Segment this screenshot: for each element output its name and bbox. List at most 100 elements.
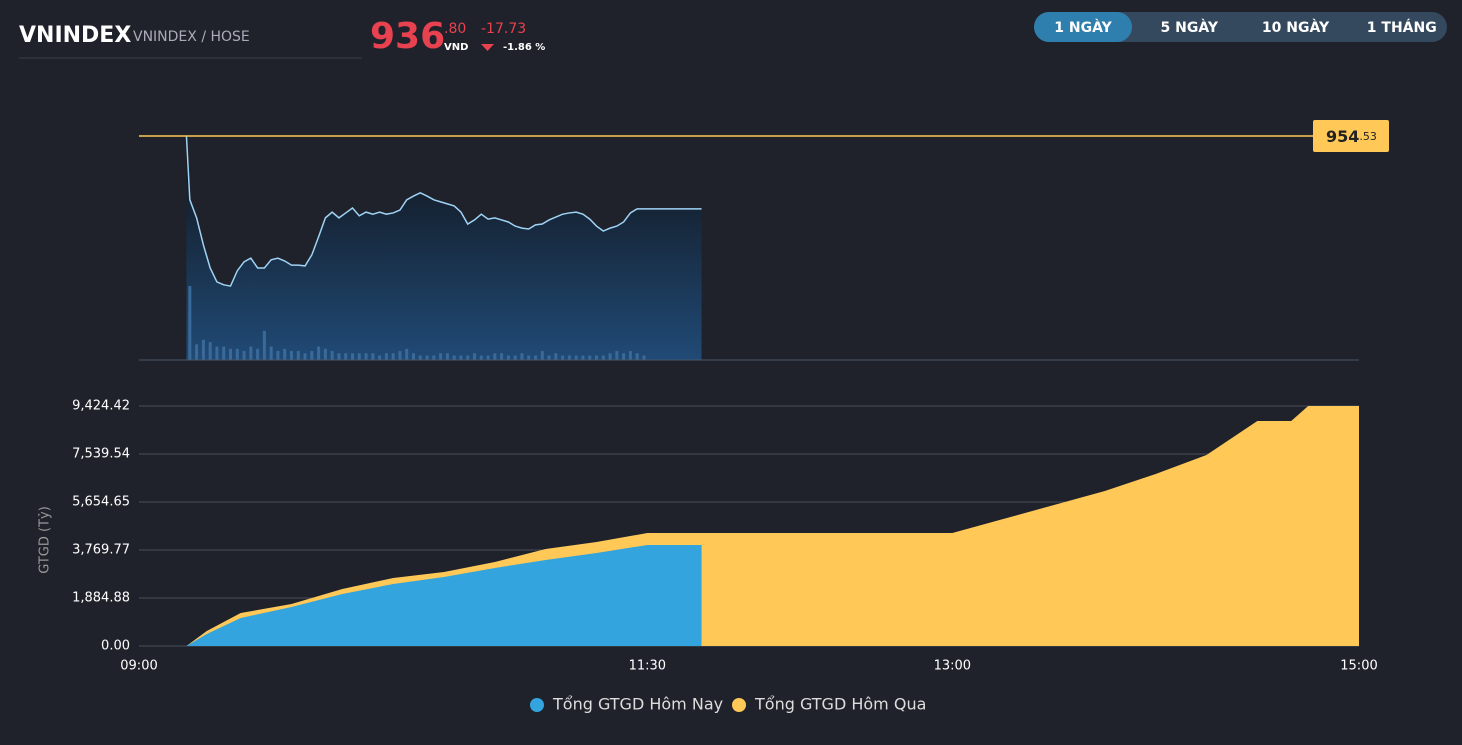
tab-active[interactable] xyxy=(1034,12,1132,42)
volume-bar xyxy=(506,355,510,360)
x-tick-label: 11:30 xyxy=(629,659,666,674)
volume-bar xyxy=(188,286,192,360)
volume-bar xyxy=(622,353,626,360)
down-arrow xyxy=(481,44,494,51)
volume-bar xyxy=(479,355,483,360)
volume-bar xyxy=(215,346,219,360)
volume-bar xyxy=(249,346,253,360)
y-tick-label: 3,769.77 xyxy=(72,542,130,557)
price-line xyxy=(185,136,702,287)
volume-bar xyxy=(201,339,205,360)
volume-bar xyxy=(520,353,524,360)
y-tick-label: 7,539.54 xyxy=(72,446,130,461)
area xyxy=(186,545,702,646)
volume-bar xyxy=(439,353,443,360)
volume-bar xyxy=(351,353,354,360)
volume-bar xyxy=(405,348,409,360)
volume-bar xyxy=(418,355,422,360)
legend-swatch[interactable] xyxy=(530,698,544,712)
volume-bar xyxy=(262,330,266,360)
change-percent: -1.86 % xyxy=(503,42,545,53)
volume-bar xyxy=(276,351,280,360)
exchange: VNINDEX / HOSE xyxy=(133,29,250,45)
y-tick-label: 5,654.65 xyxy=(72,495,130,510)
y-tick-label: 9,424.42 xyxy=(72,399,130,414)
tab-label[interactable]: 5 NGÀY xyxy=(1161,19,1219,36)
symbol: VNINDEX xyxy=(19,23,131,48)
volume-bar xyxy=(567,355,571,360)
volume-bar xyxy=(303,353,307,360)
volume-bar xyxy=(459,355,463,360)
volume-bar xyxy=(391,353,395,360)
volume-bar xyxy=(412,353,415,360)
volume-bar xyxy=(290,351,293,360)
legend-label[interactable]: Tổng GTGD Hôm Qua xyxy=(754,695,926,714)
volume-bar xyxy=(229,348,232,360)
volume-bar xyxy=(534,355,537,360)
volume-bar xyxy=(500,353,504,360)
volume-bar xyxy=(235,348,239,360)
volume-bar xyxy=(473,353,476,360)
volume-bar xyxy=(513,355,517,360)
tab-label[interactable]: 1 NGÀY xyxy=(1054,19,1112,36)
volume-bar xyxy=(425,355,429,360)
x-tick-label: 13:00 xyxy=(934,659,971,674)
volume-bar xyxy=(283,348,287,360)
tab-label[interactable]: 10 NGÀY xyxy=(1262,19,1330,36)
volume-bar xyxy=(635,353,639,360)
volume-bar xyxy=(595,355,598,360)
reference-label: 954.53 xyxy=(1326,127,1377,146)
volume-bar xyxy=(452,355,456,360)
legend-label[interactable]: Tổng GTGD Hôm Nay xyxy=(552,695,723,714)
volume-bar xyxy=(310,351,314,360)
volume-bar xyxy=(608,353,612,360)
y-tick-label: 1,884.88 xyxy=(72,591,130,606)
reference-label-box xyxy=(1313,120,1389,152)
volume-bar xyxy=(371,353,375,360)
volume-bar xyxy=(195,344,199,360)
volume-bar xyxy=(601,355,605,360)
volume-bar xyxy=(628,351,632,360)
volume-bar xyxy=(344,353,348,360)
volume-bar xyxy=(242,351,246,360)
volume-bar xyxy=(527,355,531,360)
volume-bar xyxy=(432,355,436,360)
tabs: 1 NGÀY 5 NGÀY 10 NGÀY 1 THÁNG xyxy=(1034,12,1437,42)
volume-bar xyxy=(574,355,578,360)
volume-bar xyxy=(540,351,544,360)
volume-bar xyxy=(581,355,585,360)
legend-swatch[interactable] xyxy=(732,698,746,712)
volume-bar xyxy=(208,342,212,360)
tab-label[interactable]: 1 THÁNG xyxy=(1367,19,1437,36)
y-axis-label: GTGD (Tỷ) xyxy=(38,506,53,574)
volume-bar xyxy=(357,353,361,360)
volume-bar xyxy=(378,355,382,360)
volume-bar xyxy=(256,348,260,360)
volume-bar xyxy=(398,351,402,360)
volume-bar xyxy=(296,351,300,360)
volume-bar xyxy=(588,355,592,360)
volume-bar xyxy=(330,351,334,360)
volume-bar xyxy=(445,353,449,360)
volume-bar xyxy=(222,346,226,360)
change: -17.73 xyxy=(481,21,526,37)
volume-bar xyxy=(642,355,646,360)
price-area xyxy=(186,136,702,360)
volume-bar xyxy=(384,353,388,360)
volume-bar xyxy=(323,348,327,360)
volume-bar xyxy=(554,353,558,360)
volume-bar xyxy=(547,355,551,360)
x-tick-label: 15:00 xyxy=(1340,659,1377,674)
volume-bar xyxy=(269,346,273,360)
y-tick-label: 0.00 xyxy=(101,639,130,654)
volume-bar xyxy=(317,346,321,360)
price-decimal: .80 xyxy=(444,21,466,37)
tab-bar xyxy=(1034,12,1447,42)
price: 936 xyxy=(370,16,445,57)
volume-bar xyxy=(486,355,490,360)
x-tick-label: 09:00 xyxy=(120,659,157,674)
currency: VND xyxy=(444,42,468,53)
volume-bar xyxy=(466,355,470,360)
volume-bar xyxy=(561,355,565,360)
